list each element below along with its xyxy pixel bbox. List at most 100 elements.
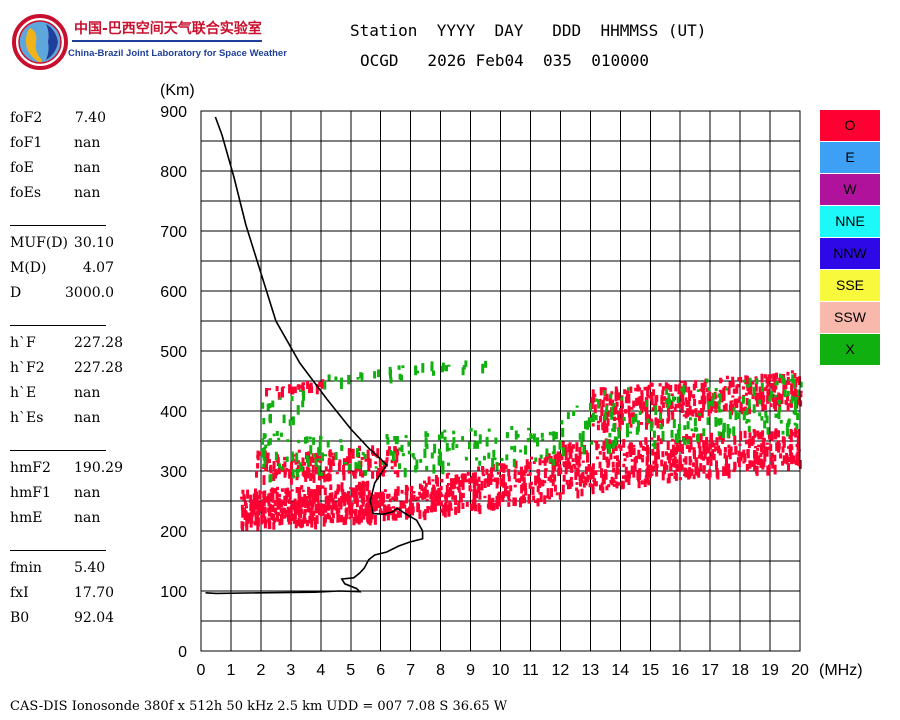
X-trace-echo-point xyxy=(775,381,779,386)
X-trace-echo-point xyxy=(578,433,582,440)
X-trace-echo-point xyxy=(299,389,302,392)
O-trace-echo-point xyxy=(317,508,321,514)
O-trace-echo-point xyxy=(274,469,278,479)
O-trace-echo-point xyxy=(745,398,749,406)
O-trace-echo-point xyxy=(695,457,699,460)
O-trace-echo-point xyxy=(759,458,763,468)
O-trace-echo-point xyxy=(722,404,726,411)
X-trace-echo-point xyxy=(747,419,751,423)
O-trace-echo-point xyxy=(654,460,658,466)
O-trace-echo-point xyxy=(309,382,313,391)
O-trace-echo-point xyxy=(412,491,416,494)
param-row-foE: foE nan xyxy=(0,160,130,178)
O-trace-echo-point xyxy=(790,383,794,388)
O-trace-echo-point xyxy=(729,446,733,452)
O-trace-echo-point xyxy=(323,516,327,522)
O-trace-echo-point xyxy=(660,397,664,405)
O-trace-echo-point xyxy=(487,478,490,487)
O-trace-echo-point xyxy=(247,512,251,522)
O-trace-echo-point xyxy=(263,497,267,502)
O-trace-echo-point xyxy=(605,423,609,433)
X-trace-echoes xyxy=(260,360,803,483)
X-trace-echo-point xyxy=(377,369,380,378)
X-trace-echo-point xyxy=(590,441,594,445)
X-trace-echo-point xyxy=(534,457,538,462)
O-trace-echo-point xyxy=(371,445,375,452)
O-trace-echo-point xyxy=(627,476,631,485)
O-trace-echo-point xyxy=(748,406,751,415)
X-trace-echo-point xyxy=(706,417,710,425)
X-trace-echo-point xyxy=(677,430,681,439)
O-trace-echo-point xyxy=(520,472,524,482)
X-trace-echo-point xyxy=(786,428,789,437)
O-trace-echo-point xyxy=(551,479,555,487)
O-trace-echo-point xyxy=(284,488,288,494)
X-trace-echo-point xyxy=(308,436,312,440)
O-trace-echo-point xyxy=(614,472,618,480)
X-trace-echo-point xyxy=(487,452,491,459)
x-tick-label: 1 xyxy=(226,662,235,679)
O-trace-echo-point xyxy=(395,453,399,463)
O-trace-echo-point xyxy=(548,496,551,500)
O-trace-echo-point xyxy=(418,483,422,490)
O-trace-echo-point xyxy=(252,493,256,501)
O-trace-echo-point xyxy=(283,508,287,512)
O-trace-echo-point xyxy=(733,461,737,472)
O-trace-echo-point xyxy=(309,508,313,517)
O-trace-echo-point xyxy=(256,513,260,524)
O-trace-echo-point xyxy=(496,498,500,507)
O-trace-echo-point xyxy=(718,449,722,456)
O-trace-echo-point xyxy=(697,440,701,449)
param-label: D xyxy=(10,285,22,301)
O-trace-echo-point xyxy=(603,396,607,401)
O-trace-echo-point xyxy=(522,477,526,486)
param-label: MUF(D) xyxy=(10,235,68,251)
O-trace-echo-point xyxy=(304,498,308,506)
lab-logo xyxy=(12,14,68,70)
O-trace-echo-point xyxy=(489,468,493,476)
O-trace-echo-point xyxy=(575,482,579,485)
O-trace-echo-point xyxy=(306,381,310,389)
O-trace-echo-point xyxy=(598,461,602,469)
O-trace-echo-point xyxy=(695,459,699,469)
param-row-hmE: hmE nan xyxy=(0,510,130,528)
O-trace-echo-point xyxy=(580,488,584,497)
O-trace-echo-point xyxy=(733,435,737,445)
O-trace-echo-point xyxy=(519,500,523,504)
O-trace-echo-point xyxy=(625,390,629,397)
O-trace-echo-point xyxy=(596,420,600,424)
O-trace-echo-point xyxy=(611,447,615,454)
O-trace-echo-point xyxy=(436,489,440,499)
O-trace-echo-point xyxy=(715,437,719,446)
O-trace-echo-point xyxy=(777,445,781,453)
X-trace-echo-point xyxy=(631,416,635,424)
O-trace-echo-point xyxy=(275,386,279,392)
O-trace-echo-point xyxy=(383,504,387,510)
O-trace-echo-point xyxy=(594,470,598,475)
O-trace-echo-point xyxy=(602,425,606,433)
param-label: foF1 xyxy=(10,135,43,151)
X-trace-echo-point xyxy=(732,426,736,436)
X-trace-echo-point xyxy=(516,434,520,438)
X-trace-echo-point xyxy=(746,384,750,388)
O-trace-echo-point xyxy=(558,492,562,500)
O-trace-echo-point xyxy=(767,434,771,440)
O-trace-echo-point xyxy=(710,404,714,412)
O-trace-echo-point xyxy=(758,386,762,394)
O-trace-echo-point xyxy=(611,399,614,407)
X-trace-echo-point xyxy=(548,458,552,463)
O-trace-echo-point xyxy=(256,506,260,513)
X-trace-echo-point xyxy=(347,463,351,471)
O-trace-echo-point xyxy=(725,375,729,380)
X-trace-echo-point xyxy=(794,396,797,407)
O-trace-echo-point xyxy=(244,511,248,518)
O-trace-echo-point xyxy=(615,417,619,421)
O-trace-echo-point xyxy=(297,511,301,516)
O-trace-echo-point xyxy=(437,487,441,493)
X-trace-echo-point xyxy=(786,390,790,397)
param-row-hmF1: hmF1 nan xyxy=(0,485,130,503)
X-trace-echo-point xyxy=(722,425,726,431)
O-trace-echo-point xyxy=(591,463,595,470)
O-trace-echo-point xyxy=(539,492,543,503)
O-trace-echo-point xyxy=(291,388,295,395)
